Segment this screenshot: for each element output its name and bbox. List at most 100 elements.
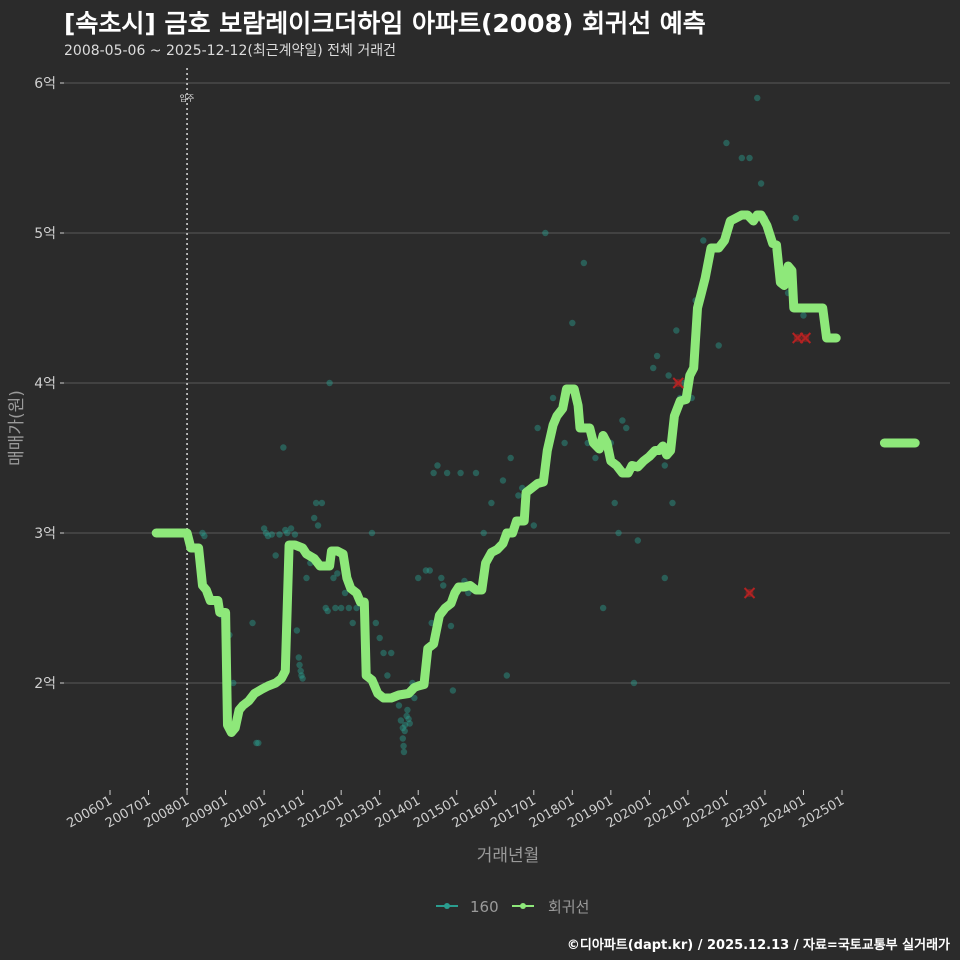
scatter-point (326, 379, 333, 387)
scatter-point (260, 525, 268, 532)
cancelled-marker (743, 587, 756, 599)
scatter-point (592, 454, 599, 462)
y-tick-label: 4억 (34, 376, 56, 392)
scatter-point (318, 499, 326, 507)
scatter-point (507, 454, 514, 462)
scatter-point (534, 424, 541, 432)
cancelled-marker (799, 332, 812, 344)
scatter-point (400, 742, 407, 750)
scatter-point (430, 469, 437, 477)
scatter-point (447, 622, 455, 630)
scatter-point (800, 312, 807, 319)
scatter-point (353, 604, 360, 612)
move-in-label: 입주 (180, 94, 195, 103)
scatter-point (515, 492, 522, 499)
cancelled-marker (672, 377, 684, 389)
scatter-point (322, 604, 329, 612)
cancelled-markers (672, 332, 812, 599)
scatter-point (472, 469, 480, 477)
grid-lines (60, 82, 950, 684)
scatter-point (723, 139, 730, 147)
regression-line (151, 210, 920, 737)
scatter-point (399, 735, 406, 742)
cancelled-cross (672, 377, 684, 389)
scatter-point (297, 667, 304, 675)
scatter-point (422, 567, 430, 574)
move-in-annotation: 입주 (180, 68, 195, 790)
x-axis-title: 거래년월 (477, 846, 540, 866)
scatter-point (298, 672, 305, 679)
scatter-point (401, 727, 408, 735)
scatter-point (280, 444, 287, 451)
scatter-point (349, 619, 356, 627)
scatter-point (380, 649, 387, 657)
scatter-point (284, 529, 291, 537)
y-tick-label: 5억 (34, 226, 56, 242)
scatter-point (262, 529, 270, 537)
scatter-point (569, 319, 576, 327)
scatter-point (457, 469, 464, 477)
scatter-point (400, 748, 408, 756)
scatter-point (296, 661, 303, 669)
scatter-point (599, 604, 607, 612)
scatter-point (754, 94, 761, 102)
scatter-point (738, 154, 746, 162)
scatter-point (499, 477, 507, 484)
scatter-point (299, 675, 306, 682)
legend: 160 회귀선 (436, 898, 589, 916)
scatter-point (700, 237, 707, 244)
scatter-point (542, 229, 549, 237)
scatter-point (411, 694, 418, 702)
scatter-point (669, 499, 676, 507)
scatter-point (757, 180, 765, 187)
scatter-point (449, 687, 457, 694)
scatter-point (488, 499, 495, 507)
scatter-point (503, 672, 511, 679)
scatter-point (341, 589, 349, 597)
scatter-point (406, 720, 413, 727)
scatter-point (345, 604, 353, 612)
scatter-point (465, 589, 472, 597)
scatter-point (272, 552, 279, 559)
scatter-point (253, 739, 260, 747)
regression-segment (151, 210, 841, 737)
scatter-point (397, 717, 405, 724)
scatter-point (282, 526, 289, 534)
scatter-point (404, 706, 411, 714)
legend-regression-label: 회귀선 (548, 898, 589, 916)
scatter-point (324, 607, 331, 615)
scatter-point (619, 417, 626, 424)
cancelled-cross (799, 332, 812, 344)
scatter-point (268, 531, 276, 538)
scatter-point (653, 352, 661, 360)
y-tick-label: 2억 (34, 676, 56, 692)
scatter-point (438, 574, 445, 582)
scatter-point (384, 672, 391, 679)
scatter-point (746, 154, 753, 162)
scatter-point (310, 514, 318, 522)
legend-160-marker (444, 903, 450, 909)
scatter-point (561, 439, 568, 447)
scatter-point (255, 739, 262, 747)
scatter-point (368, 529, 376, 537)
scatter-point (673, 327, 680, 334)
scatter-point (403, 712, 410, 720)
scatter-point (334, 570, 341, 577)
scatter-point (580, 259, 588, 267)
scatter-point (291, 531, 299, 538)
scatter-point (388, 649, 395, 657)
scatter-point (415, 574, 422, 582)
scatter-point (440, 582, 447, 589)
chart-subtitle: 2008-05-06 ~ 2025-12-12(최근계약일) 전체 거래건 (64, 43, 396, 59)
scatter-point (611, 499, 618, 507)
scatter-point (405, 715, 412, 723)
scatter-point (230, 679, 237, 687)
scatter-point (376, 634, 383, 642)
scatter-point (661, 574, 668, 582)
scatter-point (199, 529, 206, 537)
scatter-point (314, 522, 322, 529)
scatter-point (332, 604, 339, 612)
y-tick-label: 3억 (34, 526, 56, 542)
scatter-point (249, 619, 256, 627)
